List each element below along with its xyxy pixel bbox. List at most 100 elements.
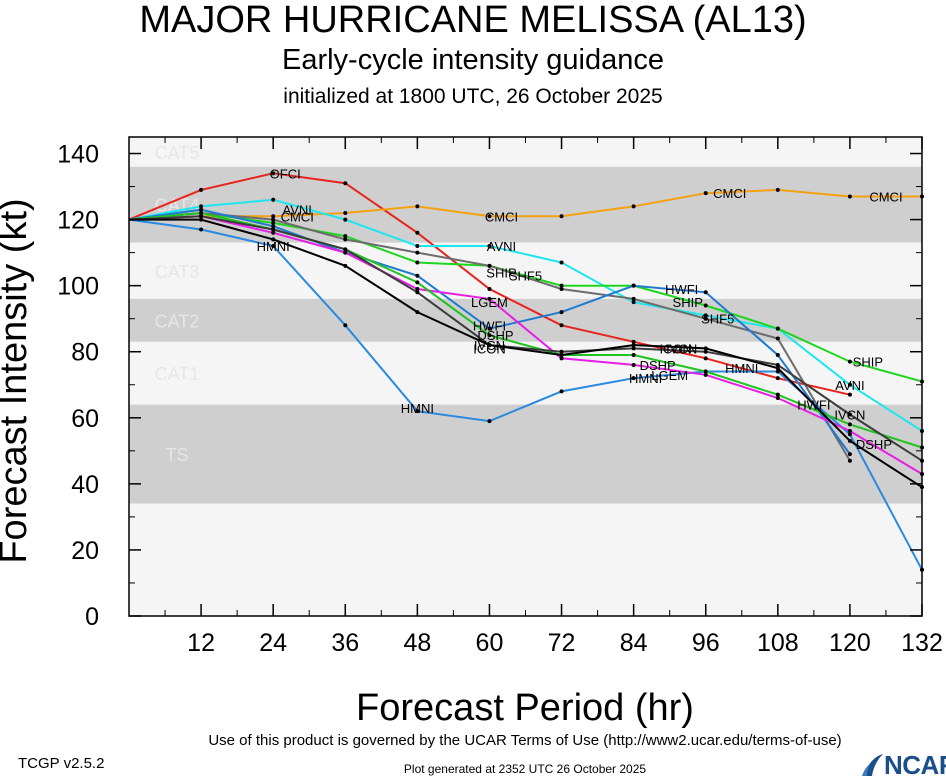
- data-point-lgem: [631, 362, 636, 367]
- series-label-dshp: DSHP: [477, 328, 513, 343]
- category-label: CAT2: [155, 311, 200, 331]
- series-label-hmni: HMNI: [401, 401, 434, 416]
- data-point-cmci: [487, 214, 492, 219]
- chart-title: MAJOR HURRICANE MELISSA (AL13): [139, 0, 807, 41]
- data-point-ofci: [847, 392, 852, 397]
- data-point-ivcn: [415, 290, 420, 295]
- data-point-cmci: [559, 214, 564, 219]
- data-point-cmci: [775, 187, 780, 192]
- data-point-avni: [847, 382, 852, 387]
- data-point-ship: [775, 326, 780, 331]
- x-tick-label: 24: [259, 629, 287, 657]
- series-label-cmci: CMCI: [713, 186, 746, 201]
- data-point-icon: [631, 343, 636, 348]
- series-line-cmci: [128, 188, 922, 221]
- data-point-lgem: [847, 429, 852, 434]
- data-point-hmni: [415, 409, 420, 414]
- series-label-lgem: LGEM: [471, 295, 508, 310]
- data-point-shf5: [847, 458, 852, 463]
- data-point-hmni: [343, 323, 348, 328]
- category-band: [129, 404, 922, 504]
- data-point-lgem: [415, 286, 420, 291]
- series-line-ivcn: [128, 215, 923, 462]
- data-point-hmni: [847, 432, 852, 437]
- data-point-ivcn: [343, 247, 348, 252]
- y-axis-label: Forecast Intensity (kt): [0, 198, 35, 563]
- x-tick-label: 96: [692, 629, 720, 657]
- series-label-hmni: HMNI: [257, 239, 290, 254]
- data-point-lgem: [271, 230, 276, 235]
- data-point-hmni: [271, 244, 276, 249]
- data-point-ship: [415, 260, 420, 265]
- data-point-hwfi: [559, 310, 564, 315]
- data-point-cmci: [847, 194, 852, 199]
- x-tick-label: 60: [476, 629, 504, 657]
- data-point-avni: [271, 197, 276, 202]
- data-point-shf5: [271, 217, 276, 222]
- data-point-avni: [199, 204, 204, 209]
- series-label-shf5: SHF5: [509, 269, 542, 284]
- y-tick-label: 0: [85, 603, 99, 631]
- data-point-hwfi: [631, 283, 636, 288]
- data-point-shf5: [775, 336, 780, 341]
- data-point-dshp: [487, 333, 492, 338]
- data-point-ofci: [415, 230, 420, 235]
- y-tick-label: 100: [57, 273, 99, 301]
- y-tick-label: 80: [71, 339, 99, 367]
- data-point-ship: [559, 283, 564, 288]
- data-point-lgem: [487, 296, 492, 301]
- ncar-logo-text: NCAR: [884, 749, 946, 780]
- data-point-icon: [415, 310, 420, 315]
- data-point-shf5: [343, 237, 348, 242]
- series-label-hwfi: HWFI: [473, 318, 506, 333]
- data-point-shf5: [415, 250, 420, 255]
- y-tick-label: 20: [71, 537, 99, 565]
- series-line-ship: [128, 211, 923, 383]
- series-label-ivcn: IVCN: [666, 341, 697, 356]
- series-label-avni: AVNI: [835, 378, 864, 393]
- series-label-cmci: CMCI: [485, 209, 518, 224]
- data-point-dshp: [199, 210, 204, 215]
- series-label-icon: ICON: [473, 341, 506, 356]
- series-label-dshp: DSHP: [856, 437, 892, 452]
- data-point-avni: [631, 300, 636, 305]
- data-point-hwfi: [199, 207, 204, 212]
- data-point-cmci: [631, 204, 636, 209]
- y-tick-label: 60: [71, 405, 99, 433]
- data-point-dshp: [847, 422, 852, 427]
- data-point-cmci: [343, 210, 348, 215]
- version-label: TCGP v2.5.2: [18, 755, 105, 772]
- data-point-hmni: [631, 376, 636, 381]
- data-point-cmci: [415, 204, 420, 209]
- data-point-ship: [271, 220, 276, 225]
- data-point-ofci: [199, 187, 204, 192]
- data-point-hwfi: [487, 326, 492, 331]
- data-point-hmni: [199, 227, 204, 232]
- data-point-ship: [847, 359, 852, 364]
- series-label-lgem: LGEM: [651, 368, 688, 383]
- category-label: TS: [165, 445, 188, 465]
- data-point-ofci: [703, 356, 708, 361]
- data-point-ofci: [343, 181, 348, 186]
- data-point-shf5: [559, 286, 564, 291]
- series-line-icon: [129, 218, 923, 489]
- data-point-hwfi: [847, 452, 852, 457]
- series-label-ship: SHIP: [853, 355, 883, 370]
- series-label-avni: AVNI: [487, 239, 516, 254]
- data-point-avni: [415, 244, 420, 249]
- y-tick-label: 120: [57, 207, 99, 235]
- series-label-shf5: SHF5: [701, 312, 734, 327]
- ncar-logo: NCAR: [862, 750, 946, 780]
- data-point-ofci: [559, 323, 564, 328]
- data-point-shf5: [703, 316, 708, 321]
- category-label: CAT1: [155, 364, 200, 384]
- data-point-lgem: [775, 395, 780, 400]
- data-point-dshp: [415, 280, 420, 285]
- data-point-icon: [775, 366, 780, 371]
- series-label-hmni: HMNI: [629, 371, 662, 386]
- data-point-ofci: [775, 376, 780, 381]
- series-label-ship: SHIP: [486, 265, 516, 280]
- series-line-hmni: [128, 218, 923, 571]
- data-point-lgem: [703, 372, 708, 377]
